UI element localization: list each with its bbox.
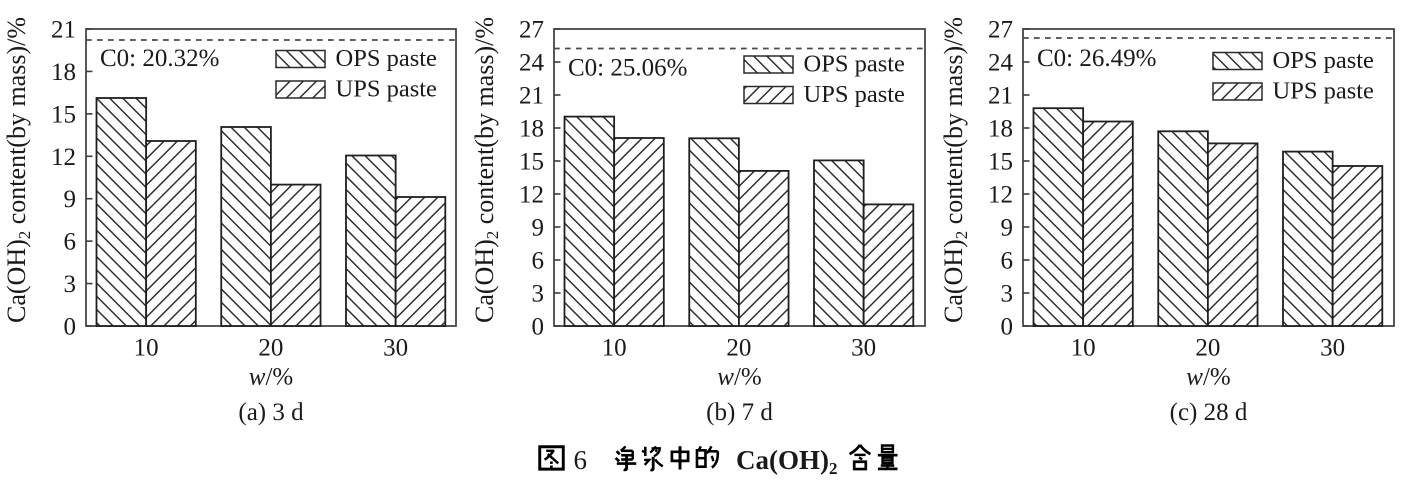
- svg-text:OPS paste: OPS paste: [336, 45, 438, 72]
- svg-text:Ca(OH)2 content(by mass)/%: Ca(OH)2 content(by mass)/%: [470, 17, 502, 323]
- svg-text:18: 18: [51, 59, 76, 86]
- svg-text:20: 20: [1195, 335, 1220, 362]
- svg-text:C0: 26.49%: C0: 26.49%: [1037, 45, 1156, 72]
- svg-text:15: 15: [51, 101, 76, 128]
- svg-text:w/%: w/%: [1186, 364, 1230, 391]
- svg-text:12: 12: [988, 182, 1013, 209]
- svg-text:(b) 7 d: (b) 7 d: [706, 399, 773, 426]
- svg-text:w/%: w/%: [249, 364, 293, 391]
- svg-text:10: 10: [1071, 335, 1096, 362]
- svg-text:Ca(OH)2 content(by mass)/%: Ca(OH)2 content(by mass)/%: [2, 17, 34, 323]
- svg-text:6: 6: [574, 445, 588, 475]
- svg-text:6: 6: [64, 229, 77, 256]
- svg-text:0: 0: [64, 314, 77, 341]
- svg-text:9: 9: [64, 186, 77, 213]
- svg-text:10: 10: [134, 335, 159, 362]
- svg-text:(a) 3 d: (a) 3 d: [238, 399, 304, 426]
- svg-text:3: 3: [64, 271, 77, 298]
- svg-text:24: 24: [519, 50, 545, 77]
- svg-text:0: 0: [1001, 314, 1014, 341]
- svg-text:3: 3: [1001, 281, 1014, 308]
- svg-text:18: 18: [519, 116, 544, 143]
- svg-text:10: 10: [602, 335, 627, 362]
- svg-text:30: 30: [851, 335, 876, 362]
- svg-text:w/%: w/%: [717, 364, 761, 391]
- svg-text:C0: 20.32%: C0: 20.32%: [100, 45, 219, 72]
- svg-text:9: 9: [1001, 215, 1014, 242]
- svg-text:0: 0: [532, 314, 545, 341]
- svg-text:6: 6: [1001, 248, 1014, 275]
- svg-text:24: 24: [988, 50, 1014, 77]
- svg-text:C0: 25.06%: C0: 25.06%: [568, 55, 687, 82]
- svg-text:OPS paste: OPS paste: [804, 51, 906, 78]
- svg-text:3: 3: [532, 281, 545, 308]
- svg-text:30: 30: [1320, 335, 1345, 362]
- svg-text:21: 21: [519, 83, 544, 110]
- svg-text:UPS paste: UPS paste: [804, 81, 906, 108]
- svg-text:(c) 28 d: (c) 28 d: [1170, 399, 1248, 426]
- svg-text:18: 18: [988, 116, 1013, 143]
- svg-text:20: 20: [258, 335, 283, 362]
- svg-text:UPS paste: UPS paste: [1273, 78, 1375, 105]
- svg-text:Ca(OH)2 content(by mass)/%: Ca(OH)2 content(by mass)/%: [939, 17, 971, 323]
- svg-text:12: 12: [51, 144, 76, 171]
- svg-text:9: 9: [532, 215, 545, 242]
- svg-text:30: 30: [383, 335, 408, 362]
- svg-text:27: 27: [519, 17, 544, 44]
- svg-text:6: 6: [532, 248, 545, 275]
- svg-text:OPS paste: OPS paste: [1273, 47, 1375, 74]
- svg-text:20: 20: [726, 335, 751, 362]
- svg-text:27: 27: [988, 17, 1013, 44]
- svg-text:UPS paste: UPS paste: [336, 76, 438, 103]
- svg-text:21: 21: [988, 83, 1013, 110]
- svg-text:15: 15: [519, 149, 544, 176]
- svg-text:12: 12: [519, 182, 544, 209]
- svg-text:Ca(OH)2: Ca(OH)2: [736, 445, 837, 478]
- svg-text:21: 21: [51, 17, 76, 44]
- svg-text:15: 15: [988, 149, 1013, 176]
